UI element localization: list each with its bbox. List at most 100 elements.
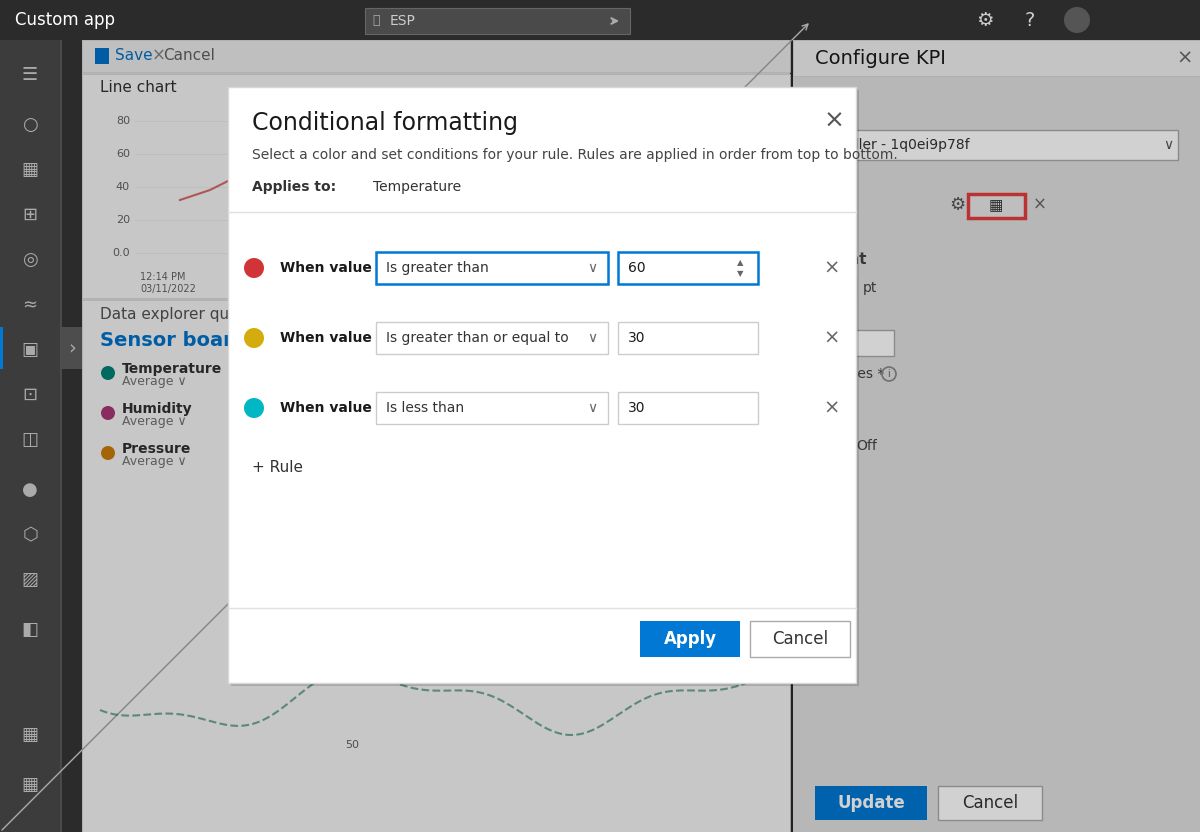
Circle shape (244, 258, 264, 278)
Text: ▨: ▨ (22, 571, 38, 589)
Text: ◫: ◫ (22, 431, 38, 449)
FancyBboxPatch shape (808, 130, 1178, 160)
Circle shape (244, 328, 264, 348)
FancyBboxPatch shape (618, 322, 758, 354)
Text: ×: × (152, 47, 166, 65)
FancyBboxPatch shape (793, 40, 1200, 832)
Text: ×: × (824, 399, 840, 418)
Text: ?: ? (1025, 11, 1036, 29)
FancyBboxPatch shape (0, 0, 1200, 40)
Text: ×: × (1177, 48, 1193, 67)
Text: Cancel: Cancel (962, 794, 1018, 812)
Text: 50: 50 (346, 740, 359, 750)
Text: ◧: ◧ (22, 621, 38, 639)
Text: i: i (823, 313, 827, 323)
Text: 20: 20 (116, 215, 130, 225)
Text: Select a color and set conditions for your rule. Rules are applied in order from: Select a color and set conditions for yo… (252, 148, 898, 162)
FancyBboxPatch shape (365, 8, 630, 34)
Text: Pressure: Pressure (122, 442, 191, 456)
Text: Save: Save (115, 48, 152, 63)
FancyBboxPatch shape (808, 330, 894, 356)
Text: ×: × (823, 109, 845, 133)
Text: Average ∨: Average ∨ (122, 414, 187, 428)
Text: Line chart: Line chart (100, 81, 176, 96)
FancyBboxPatch shape (82, 300, 790, 832)
Text: ×: × (824, 329, 840, 348)
FancyBboxPatch shape (750, 621, 850, 657)
Text: Temperature: Temperature (122, 362, 222, 376)
Text: n: n (815, 393, 823, 407)
Text: Off: Off (856, 439, 877, 453)
FancyBboxPatch shape (376, 392, 608, 424)
Text: Is greater than or equal to: Is greater than or equal to (386, 331, 569, 345)
Text: Configure KPI: Configure KPI (815, 48, 946, 67)
Text: When value: When value (280, 331, 372, 345)
FancyBboxPatch shape (228, 87, 856, 683)
Text: Is less than: Is less than (386, 401, 464, 415)
Text: 🔍: 🔍 (372, 14, 379, 27)
Text: ○: ○ (22, 116, 38, 134)
Text: 0.0: 0.0 (113, 248, 130, 258)
Text: ☰: ☰ (22, 66, 38, 84)
Text: ●: ● (22, 481, 38, 499)
Text: Temperature: Temperature (373, 180, 461, 194)
Text: 80: 80 (116, 116, 130, 126)
Text: ×: × (824, 259, 840, 278)
Text: ∨: ∨ (587, 401, 598, 415)
Text: Data explorer query: Data explorer query (100, 306, 254, 321)
Text: Update: Update (838, 794, 905, 812)
Text: 60: 60 (116, 149, 130, 159)
Text: ▦: ▦ (22, 726, 38, 744)
FancyBboxPatch shape (0, 40, 60, 832)
Circle shape (244, 398, 264, 418)
FancyBboxPatch shape (82, 40, 793, 832)
Text: When value: When value (280, 261, 372, 275)
Text: ⚙: ⚙ (949, 196, 965, 214)
Text: 12:14 PM
03/11/2022: 12:14 PM 03/11/2022 (140, 272, 196, 294)
FancyBboxPatch shape (640, 621, 740, 657)
Text: When value: When value (280, 401, 372, 415)
Text: + Rule: + Rule (252, 459, 302, 474)
Text: ∨: ∨ (1163, 138, 1174, 152)
Text: ×: × (1033, 196, 1046, 214)
Text: Humidity: Humidity (122, 402, 193, 416)
Text: ›: › (68, 339, 76, 358)
Text: ▣: ▣ (22, 341, 38, 359)
Text: Custom app: Custom app (14, 11, 115, 29)
FancyBboxPatch shape (793, 40, 1200, 76)
Text: Cancel: Cancel (772, 630, 828, 648)
FancyBboxPatch shape (938, 786, 1042, 820)
FancyBboxPatch shape (60, 327, 82, 369)
FancyBboxPatch shape (376, 322, 608, 354)
Text: Conditional formatting: Conditional formatting (252, 111, 518, 135)
Text: ⊡: ⊡ (23, 386, 37, 404)
Text: ormat: ormat (815, 252, 866, 268)
FancyBboxPatch shape (95, 48, 109, 64)
FancyBboxPatch shape (618, 252, 758, 284)
Text: i: i (823, 417, 827, 427)
Text: i: i (823, 113, 827, 123)
Text: Applies to:: Applies to: (252, 180, 336, 194)
FancyBboxPatch shape (0, 327, 2, 369)
Text: Average ∨: Average ∨ (122, 374, 187, 388)
FancyBboxPatch shape (808, 436, 848, 456)
FancyBboxPatch shape (60, 40, 62, 832)
Text: ontroller - 1q0ei9p78f: ontroller - 1q0ei9p78f (818, 138, 970, 152)
Text: ⊞: ⊞ (23, 206, 37, 224)
FancyBboxPatch shape (793, 40, 1200, 832)
Text: Is greater than: Is greater than (386, 261, 488, 275)
Text: ▲: ▲ (737, 259, 743, 268)
Text: 40: 40 (116, 182, 130, 192)
Text: ▦: ▦ (989, 199, 1003, 214)
Text: ∨: ∨ (587, 261, 598, 275)
Text: 30: 30 (628, 401, 646, 415)
Text: ◎: ◎ (22, 251, 38, 269)
Circle shape (101, 406, 115, 420)
Text: etry: etry (815, 170, 851, 185)
Text: ⚙: ⚙ (977, 11, 994, 29)
Text: Cancel: Cancel (163, 48, 215, 63)
Circle shape (101, 446, 115, 460)
Text: ▦: ▦ (22, 776, 38, 794)
FancyBboxPatch shape (618, 392, 758, 424)
Text: ▼: ▼ (737, 270, 743, 279)
